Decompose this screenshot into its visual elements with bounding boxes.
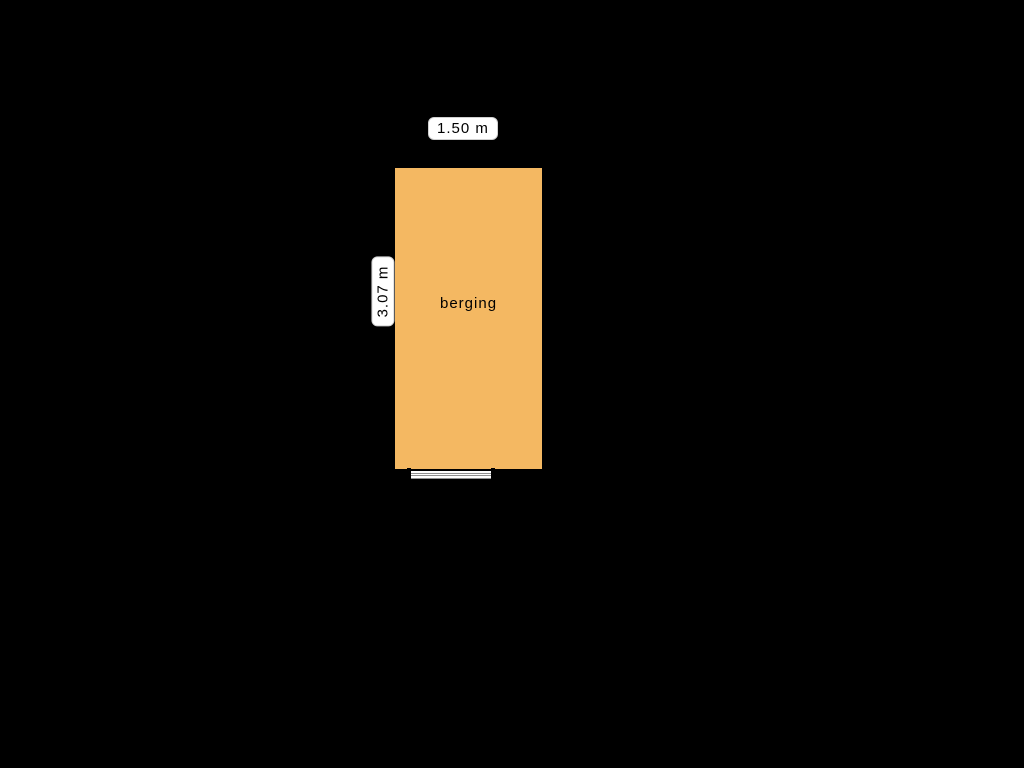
room-berging: berging xyxy=(393,166,544,471)
dimension-width-label: 1.50 m xyxy=(428,117,498,140)
dimension-height-label: 3.07 m xyxy=(371,257,394,327)
door xyxy=(411,470,491,480)
floorplan-canvas: berging 1.50 m 3.07 m xyxy=(0,0,1024,768)
room-label: berging xyxy=(440,295,497,312)
